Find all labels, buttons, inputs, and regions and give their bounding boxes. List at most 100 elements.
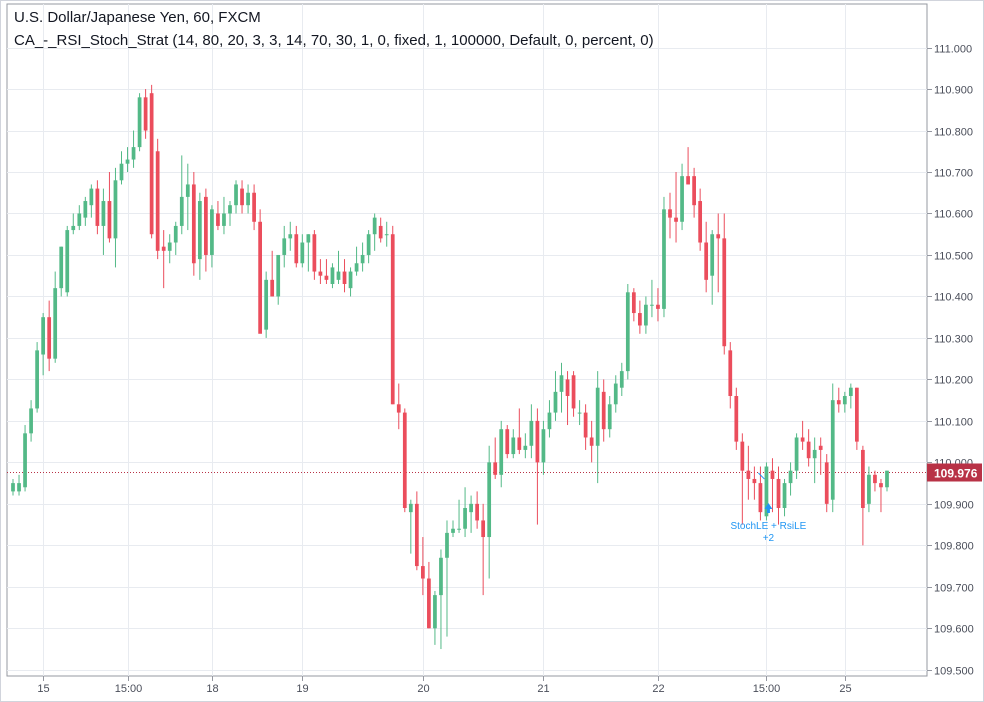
candle[interactable]: [390, 225, 395, 405]
candle[interactable]: [879, 478, 883, 513]
candle[interactable]: [613, 375, 618, 413]
candle[interactable]: [475, 491, 479, 529]
candle[interactable]: [481, 503, 486, 596]
candle[interactable]: [511, 429, 516, 459]
candle[interactable]: [740, 433, 745, 525]
candle[interactable]: [210, 205, 214, 268]
candle[interactable]: [644, 296, 648, 334]
candle[interactable]: [638, 300, 642, 334]
candle[interactable]: [601, 379, 606, 442]
candle[interactable]: [222, 196, 226, 235]
candle[interactable]: [342, 259, 347, 293]
candle[interactable]: [228, 201, 232, 226]
candle[interactable]: [451, 520, 455, 538]
candle[interactable]: [722, 213, 727, 355]
candle[interactable]: [59, 246, 64, 297]
candle[interactable]: [873, 470, 877, 492]
candle[interactable]: [276, 254, 281, 305]
candle[interactable]: [95, 180, 100, 235]
candle[interactable]: [746, 445, 751, 500]
candle[interactable]: [234, 180, 238, 214]
candle[interactable]: [619, 362, 624, 396]
candle[interactable]: [113, 167, 118, 268]
candle[interactable]: [167, 234, 172, 264]
candle[interactable]: [264, 271, 269, 338]
candle[interactable]: [179, 155, 184, 235]
candle[interactable]: [848, 383, 853, 409]
candle[interactable]: [692, 167, 696, 218]
candle[interactable]: [294, 225, 299, 268]
candle[interactable]: [782, 478, 787, 517]
candle[interactable]: [686, 147, 690, 185]
candle[interactable]: [571, 371, 576, 417]
candle[interactable]: [258, 209, 262, 334]
candle[interactable]: [408, 499, 413, 554]
candle[interactable]: [336, 250, 341, 284]
candle[interactable]: [836, 387, 841, 413]
candle[interactable]: [155, 138, 160, 260]
candle[interactable]: [216, 201, 220, 231]
candle[interactable]: [457, 499, 461, 533]
candle[interactable]: [89, 184, 94, 218]
candle[interactable]: [547, 400, 552, 438]
candle[interactable]: [306, 234, 311, 272]
candle[interactable]: [173, 221, 178, 255]
candle[interactable]: [402, 408, 407, 513]
candle[interactable]: [842, 391, 847, 413]
candle[interactable]: [589, 420, 594, 463]
candle[interactable]: [107, 172, 112, 243]
candle[interactable]: [354, 246, 359, 276]
candle[interactable]: [487, 445, 492, 579]
candle[interactable]: [800, 420, 805, 450]
candle[interactable]: [312, 230, 317, 280]
candle[interactable]: [499, 420, 504, 488]
candle[interactable]: [433, 590, 437, 645]
candle[interactable]: [710, 230, 715, 305]
candle[interactable]: [559, 362, 564, 413]
candle[interactable]: [517, 408, 522, 455]
candle[interactable]: [330, 263, 335, 289]
candle[interactable]: [149, 84, 154, 239]
candle[interactable]: [577, 400, 582, 426]
candle[interactable]: [728, 342, 733, 409]
candle[interactable]: [47, 300, 52, 372]
candle[interactable]: [191, 172, 196, 276]
candle[interactable]: [17, 474, 21, 496]
candle[interactable]: [143, 89, 148, 139]
candle[interactable]: [523, 433, 528, 459]
candle[interactable]: [23, 425, 27, 492]
candle[interactable]: [463, 487, 467, 538]
candle[interactable]: [668, 192, 672, 239]
candle[interactable]: [29, 400, 33, 442]
candle[interactable]: [318, 259, 323, 284]
candle[interactable]: [300, 234, 305, 268]
candle[interactable]: [360, 242, 365, 272]
candle[interactable]: [414, 491, 419, 571]
candle[interactable]: [650, 279, 654, 318]
candle[interactable]: [625, 284, 630, 380]
candle[interactable]: [396, 383, 401, 430]
candle[interactable]: [324, 259, 329, 284]
candle[interactable]: [493, 437, 498, 479]
candle[interactable]: [348, 267, 353, 297]
candle[interactable]: [366, 230, 371, 264]
candle[interactable]: [764, 462, 769, 521]
candle[interactable]: [282, 225, 287, 268]
candle[interactable]: [770, 458, 775, 513]
candle[interactable]: [421, 537, 425, 596]
candle[interactable]: [288, 221, 293, 251]
candle[interactable]: [656, 288, 660, 322]
candle[interactable]: [794, 433, 799, 479]
candle[interactable]: [439, 549, 443, 650]
candle[interactable]: [131, 130, 136, 168]
candle[interactable]: [776, 466, 781, 525]
candle[interactable]: [662, 196, 666, 318]
candle[interactable]: [704, 221, 709, 293]
candle[interactable]: [445, 520, 449, 637]
candle[interactable]: [125, 147, 130, 172]
candle[interactable]: [11, 478, 15, 496]
candle[interactable]: [674, 172, 678, 243]
candle[interactable]: [119, 151, 124, 185]
candle[interactable]: [71, 213, 76, 235]
candle[interactable]: [53, 271, 58, 363]
